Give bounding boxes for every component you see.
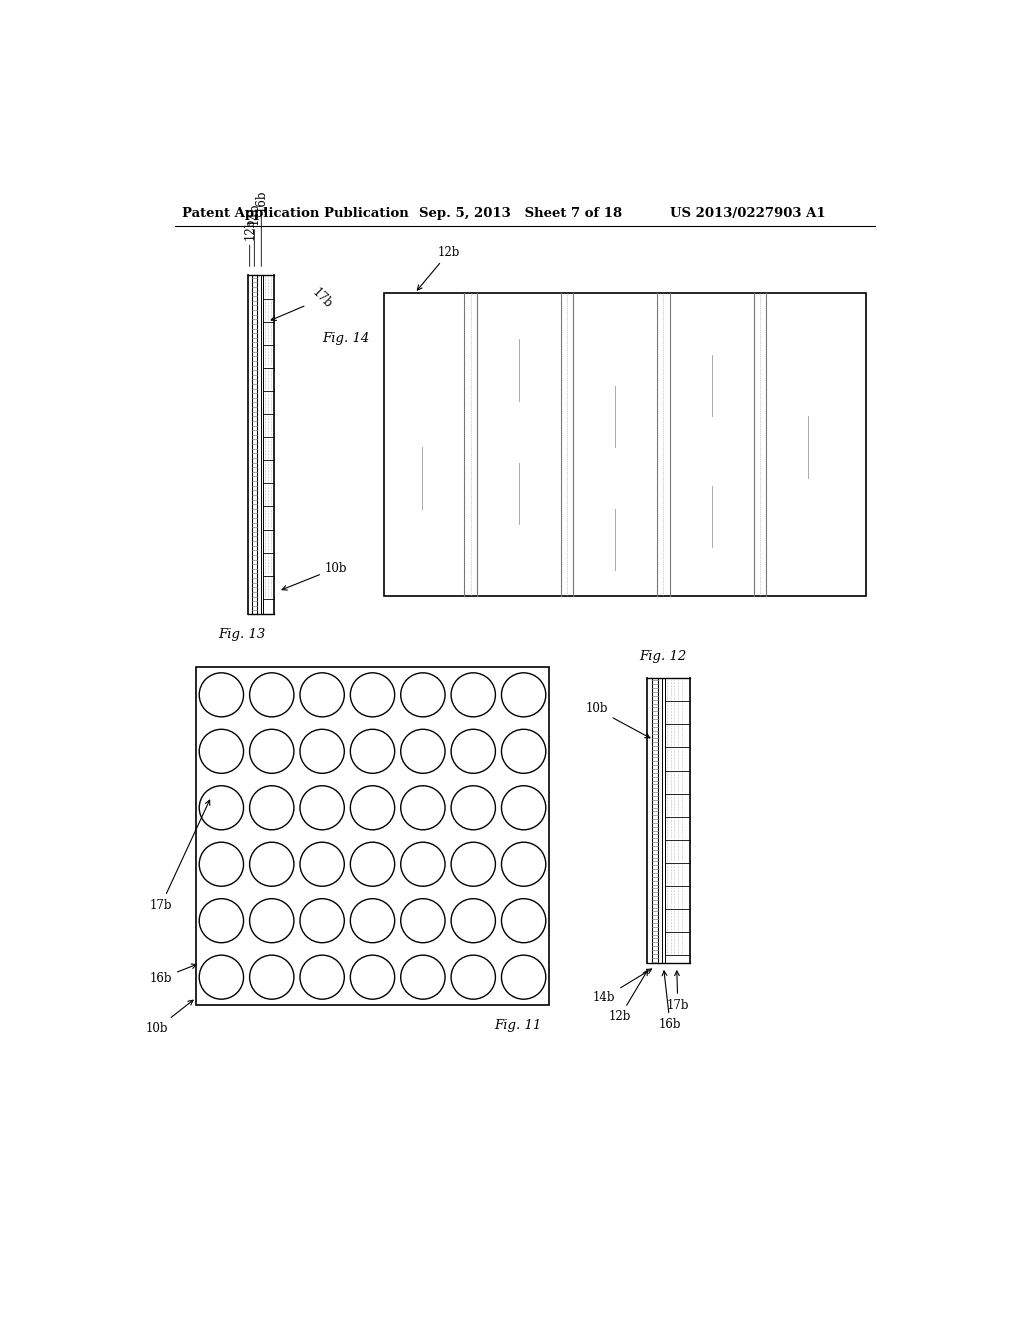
Text: 10b: 10b bbox=[145, 1001, 194, 1035]
Text: Sep. 5, 2013   Sheet 7 of 18: Sep. 5, 2013 Sheet 7 of 18 bbox=[419, 207, 622, 220]
Text: Fig. 13: Fig. 13 bbox=[219, 628, 266, 642]
Text: 17b: 17b bbox=[667, 972, 689, 1012]
Text: 16b: 16b bbox=[150, 964, 197, 985]
Circle shape bbox=[350, 785, 394, 830]
Bar bbox=[197, 667, 549, 1006]
Text: 10b: 10b bbox=[586, 702, 650, 738]
Circle shape bbox=[400, 673, 445, 717]
Text: Fig. 12: Fig. 12 bbox=[640, 649, 687, 663]
Circle shape bbox=[200, 673, 244, 717]
Circle shape bbox=[350, 842, 394, 886]
Circle shape bbox=[200, 785, 244, 830]
Circle shape bbox=[502, 899, 546, 942]
Circle shape bbox=[250, 673, 294, 717]
Circle shape bbox=[502, 956, 546, 999]
Text: 10b: 10b bbox=[282, 561, 347, 590]
Circle shape bbox=[452, 842, 496, 886]
Text: 12b: 12b bbox=[608, 970, 647, 1023]
Circle shape bbox=[200, 842, 244, 886]
Text: 17b: 17b bbox=[150, 800, 210, 912]
Circle shape bbox=[200, 729, 244, 774]
Circle shape bbox=[350, 729, 394, 774]
Circle shape bbox=[250, 842, 294, 886]
Circle shape bbox=[300, 673, 344, 717]
Circle shape bbox=[300, 842, 344, 886]
Text: 16b: 16b bbox=[255, 189, 268, 211]
Circle shape bbox=[400, 729, 445, 774]
Circle shape bbox=[452, 785, 496, 830]
Circle shape bbox=[400, 785, 445, 830]
Text: 12b: 12b bbox=[418, 246, 461, 290]
Text: Fig. 11: Fig. 11 bbox=[495, 1019, 542, 1032]
Circle shape bbox=[250, 729, 294, 774]
Circle shape bbox=[502, 842, 546, 886]
Circle shape bbox=[400, 899, 445, 942]
Circle shape bbox=[452, 673, 496, 717]
Circle shape bbox=[300, 956, 344, 999]
Text: 14b: 14b bbox=[248, 202, 261, 224]
Circle shape bbox=[452, 956, 496, 999]
Text: 16b: 16b bbox=[658, 972, 681, 1031]
Text: US 2013/0227903 A1: US 2013/0227903 A1 bbox=[671, 207, 826, 220]
Circle shape bbox=[200, 899, 244, 942]
Circle shape bbox=[350, 956, 394, 999]
Circle shape bbox=[250, 785, 294, 830]
Circle shape bbox=[350, 673, 394, 717]
Circle shape bbox=[200, 956, 244, 999]
Circle shape bbox=[502, 729, 546, 774]
Bar bbox=[384, 293, 866, 595]
Circle shape bbox=[502, 673, 546, 717]
Circle shape bbox=[300, 785, 344, 830]
Circle shape bbox=[300, 729, 344, 774]
Text: 12b: 12b bbox=[243, 218, 256, 240]
Circle shape bbox=[250, 899, 294, 942]
Circle shape bbox=[250, 956, 294, 999]
Circle shape bbox=[502, 785, 546, 830]
Circle shape bbox=[400, 842, 445, 886]
Circle shape bbox=[300, 899, 344, 942]
Circle shape bbox=[452, 729, 496, 774]
Text: Fig. 14: Fig. 14 bbox=[322, 331, 369, 345]
Circle shape bbox=[350, 899, 394, 942]
Text: Patent Application Publication: Patent Application Publication bbox=[182, 207, 409, 220]
Circle shape bbox=[400, 956, 445, 999]
Circle shape bbox=[452, 899, 496, 942]
Text: 14b: 14b bbox=[593, 969, 651, 1005]
Text: 17b: 17b bbox=[271, 286, 335, 321]
